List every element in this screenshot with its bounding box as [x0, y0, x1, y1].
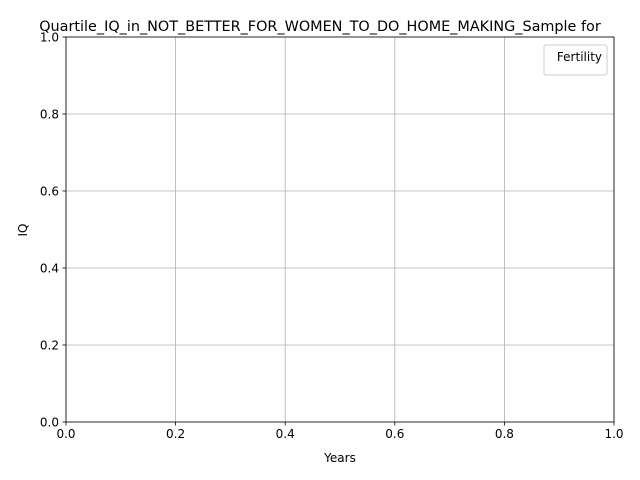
y-axis-ticks: 0.0 0.2 0.4 0.6 0.8 1.0: [40, 30, 66, 429]
legend-title: Fertility: [557, 50, 602, 64]
chart-title: Quartile_IQ_in_NOT_BETTER_FOR_WOMEN_TO_D…: [39, 19, 601, 35]
x-tick-label: 0.8: [495, 427, 514, 441]
y-tick-label: 0.4: [40, 261, 59, 275]
x-tick-label: 0.4: [276, 427, 295, 441]
legend-box: [543, 44, 608, 76]
y-tick-label: 0.2: [40, 338, 59, 352]
x-tick-label: 0.0: [56, 427, 75, 441]
y-axis-label: IQ: [16, 224, 30, 237]
y-tick-label: 0.6: [40, 184, 59, 198]
y-tick-label: 0.0: [40, 415, 59, 429]
y-tick-label: 1.0: [40, 30, 59, 44]
x-axis-ticks: 0.0 0.2 0.4 0.6 0.8 1.0: [56, 422, 624, 441]
gridlines: [65, 36, 615, 423]
x-axis-label: Years: [323, 451, 356, 465]
x-tick-label: 0.6: [385, 427, 404, 441]
x-tick-label: 1.0: [604, 427, 623, 441]
x-tick-label: 0.2: [166, 427, 185, 441]
plot-area: [66, 37, 614, 422]
legend: Fertility: [543, 44, 608, 76]
plot-frame: [65, 36, 615, 423]
y-tick-label: 0.8: [40, 107, 59, 121]
